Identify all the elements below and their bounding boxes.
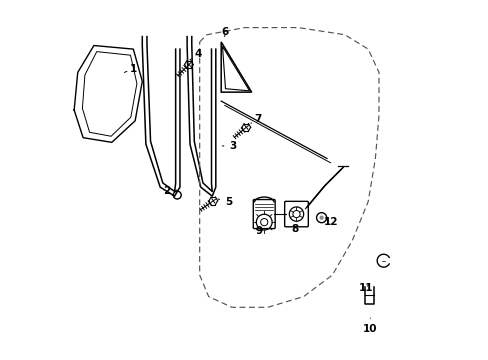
Text: 12: 12	[324, 217, 338, 227]
Text: 7: 7	[250, 114, 261, 124]
Circle shape	[319, 216, 323, 220]
Text: 6: 6	[221, 27, 228, 37]
Text: 3: 3	[222, 141, 236, 151]
Text: 11: 11	[358, 283, 372, 293]
Text: 9: 9	[256, 226, 263, 236]
Text: 4: 4	[190, 49, 201, 60]
Text: 8: 8	[291, 225, 298, 234]
Text: 10: 10	[363, 318, 377, 334]
Text: 1: 1	[124, 64, 137, 74]
Text: 5: 5	[218, 197, 232, 207]
Text: 2: 2	[163, 186, 177, 197]
